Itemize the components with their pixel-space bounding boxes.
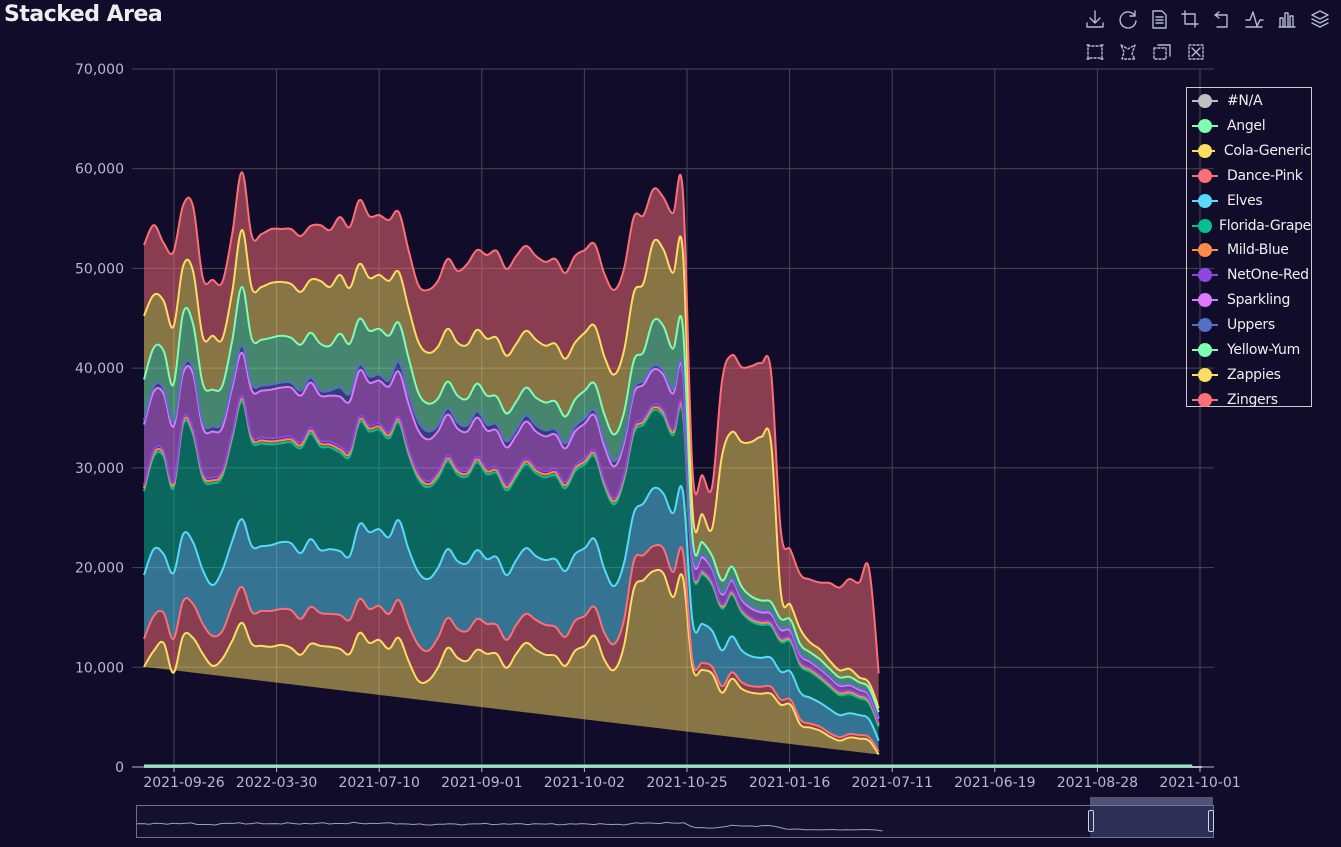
legend-swatch: [1192, 218, 1212, 233]
keep-selection-icon[interactable]: [1151, 41, 1173, 63]
refresh-icon[interactable]: [1117, 8, 1139, 30]
area-zingers: [144, 172, 879, 709]
legend-item-sparkling[interactable]: Sparkling: [1187, 288, 1311, 313]
x-tick-label: 2022-03-30: [236, 775, 317, 791]
legend-swatch: [1192, 193, 1218, 208]
line-zingers: [143, 171, 880, 674]
legend-item-uppers[interactable]: Uppers: [1187, 313, 1311, 338]
line-cola-generic: [143, 568, 880, 756]
y-tick-label: 60,000: [75, 162, 124, 178]
legend-label: Zappies: [1227, 366, 1281, 383]
legend-swatch: [1192, 293, 1218, 308]
y-tick-label: 40,000: [75, 361, 124, 377]
zoom-icon[interactable]: [1179, 8, 1201, 30]
legend-item-zingers[interactable]: Zingers: [1187, 387, 1311, 412]
legend-swatch: [1192, 119, 1218, 134]
x-tick-label: 2021-06-19: [954, 775, 1035, 791]
legend-label: Sparkling: [1227, 292, 1291, 309]
line-netone-red: [143, 394, 880, 723]
x-tick-label: 2021-10-01: [1159, 775, 1240, 791]
line-zappies: [143, 228, 880, 709]
zoom-end-handle[interactable]: [1208, 810, 1214, 832]
legend-label: Cola-Generic: [1223, 143, 1311, 160]
chart-title: Stacked Area: [4, 2, 163, 27]
legend-label: NetOne-Red: [1227, 267, 1309, 284]
line-sparkling: [143, 351, 880, 719]
legend-item-mild-blue[interactable]: Mild-Blue: [1187, 238, 1311, 263]
x-tick-label: 2021-10-02: [544, 775, 625, 791]
y-tick-label: 0: [115, 760, 124, 776]
stack-icon[interactable]: [1309, 8, 1331, 30]
x-tick-label: 2021-07-10: [339, 775, 420, 791]
legend-label: Elves: [1227, 192, 1263, 209]
x-tick-label: 2021-01-16: [749, 775, 830, 791]
area-dance-pink: [144, 544, 879, 755]
x-tick-label: 2021-08-28: [1057, 775, 1138, 791]
area-elves: [144, 486, 879, 752]
line-chart-icon[interactable]: [1243, 8, 1265, 30]
y-tick-label: 50,000: [75, 261, 124, 277]
legend-item-cola-generic[interactable]: Cola-Generic: [1187, 139, 1311, 164]
bar-chart-icon[interactable]: [1276, 8, 1298, 30]
x-tick-label: 2021-09-26: [143, 775, 224, 791]
line-uppers: [143, 344, 880, 718]
legend-label: Mild-Blue: [1227, 242, 1289, 259]
zoom-preview-line: [137, 821, 883, 832]
area-cola-generic: [144, 569, 879, 755]
zoom-selected-range[interactable]: [1090, 805, 1213, 838]
legend-swatch: [1192, 392, 1218, 407]
axes: 0 10,000 20,000 30,000 40,000 50,000 60,000 70,…: [75, 62, 1241, 791]
legend-item-dance-pink[interactable]: Dance-Pink: [1187, 164, 1311, 189]
line-yellow-yum: [143, 285, 880, 713]
legend-label: Dance-Pink: [1227, 167, 1303, 184]
legend-swatch: [1192, 144, 1215, 159]
clear-selection-icon[interactable]: [1185, 41, 1207, 63]
legend-label: Zingers: [1227, 391, 1278, 408]
y-tick-label: 30,000: [75, 461, 124, 477]
legend-swatch: [1192, 342, 1218, 357]
zoom-move-handle[interactable]: [1090, 797, 1213, 805]
legend-swatch: [1192, 268, 1218, 283]
legend-swatch: [1192, 168, 1218, 183]
y-tick-label: 20,000: [75, 561, 124, 577]
legend-item-n-a[interactable]: #N/A: [1187, 89, 1311, 114]
legend-item-yellow-yum[interactable]: Yellow-Yum: [1187, 337, 1311, 362]
legend-swatch: [1192, 243, 1218, 258]
x-tick-label: 2021-09-01: [441, 775, 522, 791]
legend-item-angel[interactable]: Angel: [1187, 114, 1311, 139]
x-tick-label: 2021-10-25: [646, 775, 727, 791]
line-elves: [143, 485, 880, 741]
download-icon[interactable]: [1084, 8, 1106, 30]
legend-item-elves[interactable]: Elves: [1187, 188, 1311, 213]
legend-swatch: [1192, 318, 1218, 333]
legend-item-zappies[interactable]: Zappies: [1187, 362, 1311, 387]
legend-label: Angel: [1227, 118, 1266, 135]
data-zoom-slider[interactable]: [136, 797, 1214, 838]
legend: #N/A Angel Cola-Generic Dance-Pink Elves Flor…: [1186, 87, 1312, 408]
legend-label: Florida-Grape: [1219, 217, 1311, 234]
area-florida-grape: [144, 401, 879, 741]
area-series: [144, 172, 1193, 766]
x-tick-label: 2021-07-11: [852, 775, 933, 791]
y-tick-label: 10,000: [75, 660, 124, 676]
legend-item-netone-red[interactable]: NetOne-Red: [1187, 263, 1311, 288]
legend-label: #N/A: [1227, 93, 1263, 110]
toolbox: [0, 0, 1341, 70]
polygon-select-icon[interactable]: [1117, 41, 1139, 63]
legend-swatch: [1192, 94, 1218, 109]
line-mild-blue: [143, 397, 880, 725]
rect-select-icon[interactable]: [1084, 41, 1106, 63]
legend-item-florida-grape[interactable]: Florida-Grape: [1187, 213, 1311, 238]
legend-swatch: [1192, 367, 1218, 382]
y-tick-label: 70,000: [75, 62, 124, 78]
zoom-start-handle[interactable]: [1088, 810, 1094, 832]
zoom-reset-icon[interactable]: [1211, 8, 1233, 30]
legend-label: Uppers: [1227, 317, 1275, 334]
data-view-icon[interactable]: [1148, 8, 1170, 30]
line-dance-pink: [143, 543, 880, 753]
legend-label: Yellow-Yum: [1227, 341, 1300, 358]
line-florida-grape: [143, 400, 880, 727]
area-zappies: [144, 229, 879, 713]
